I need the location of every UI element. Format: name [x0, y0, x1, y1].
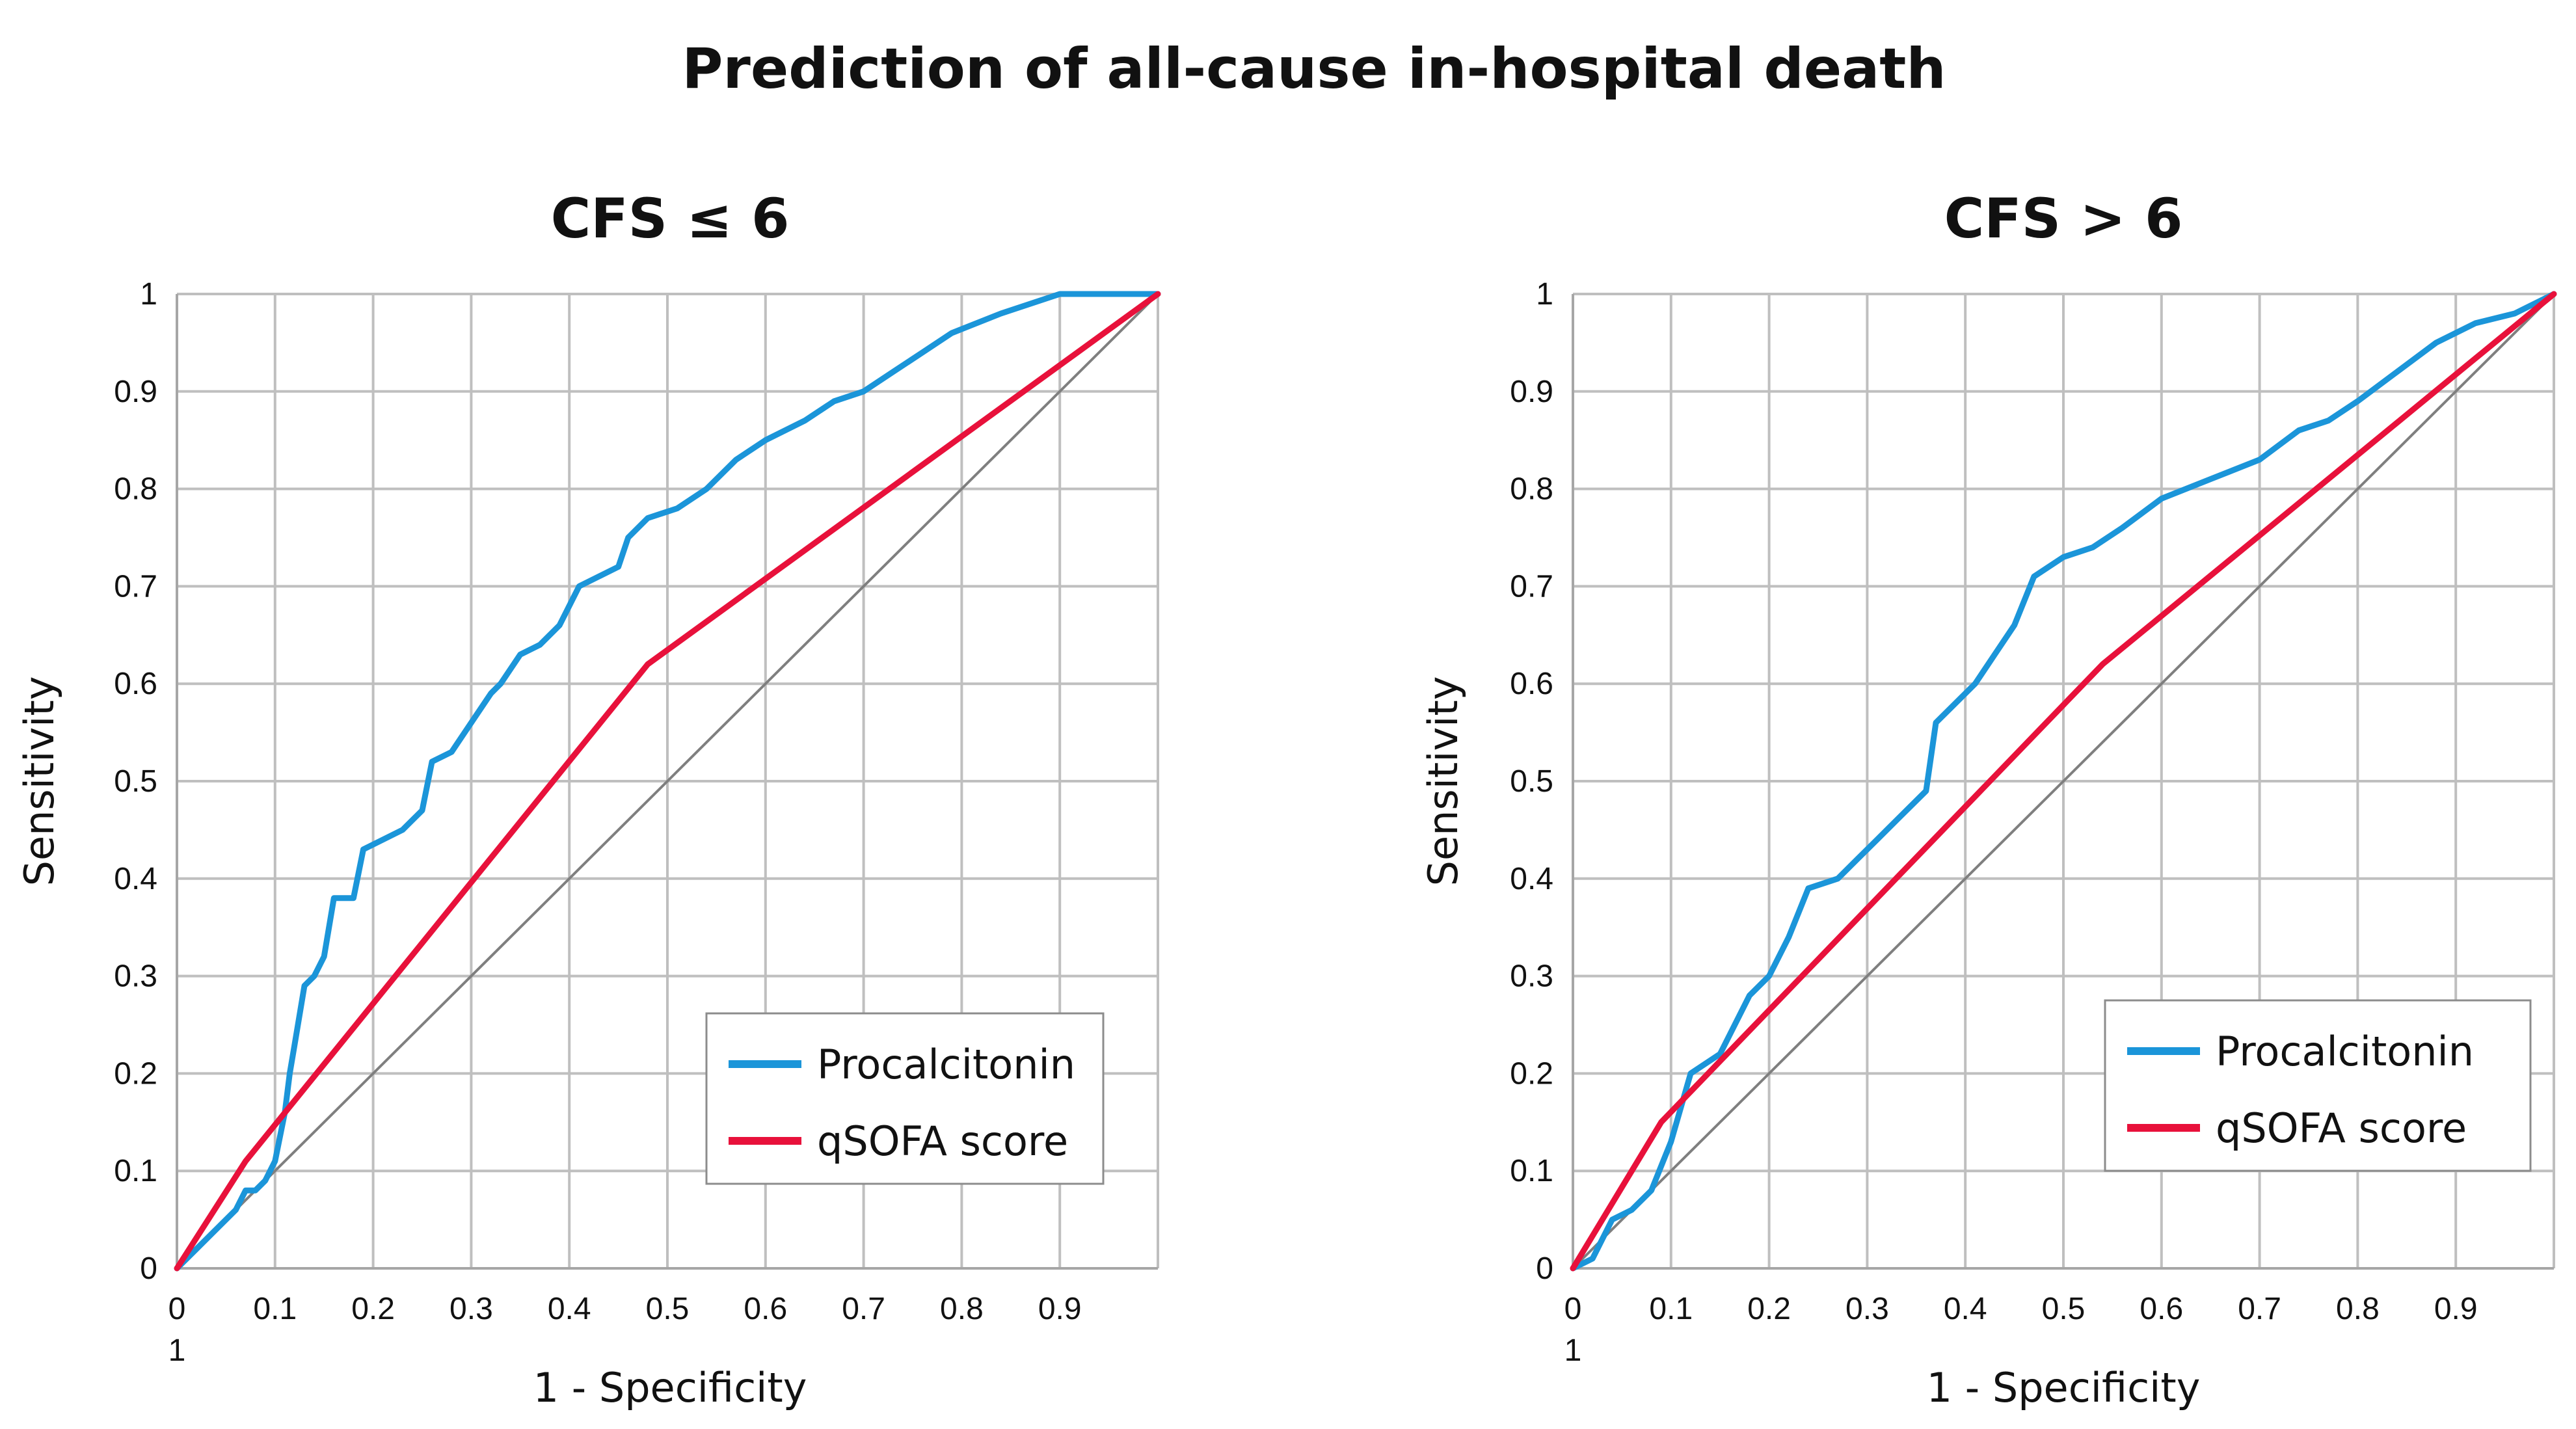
y-axis-label: Sensitivity	[16, 676, 63, 887]
x-tick-label: 0.6	[2140, 1292, 2183, 1326]
panel-title: CFS > 6	[1944, 187, 2183, 250]
legend-label: qSOFA score	[817, 1117, 1068, 1165]
series-line-procalcitonin	[174, 291, 1161, 1272]
y-tick-label: 0.4	[114, 862, 157, 896]
y-tick-label: 0.9	[1510, 375, 1553, 409]
legend-label: Procalcitonin	[2216, 1028, 2474, 1075]
x-tick-label: 0.3	[1845, 1292, 1889, 1326]
legend-box	[2104, 999, 2532, 1172]
legend-label: Procalcitonin	[817, 1041, 1075, 1088]
figure-title: Prediction of all-cause in-hospital deat…	[682, 36, 1946, 101]
x-tick-label: 0.4	[548, 1292, 591, 1326]
legend-box	[705, 1012, 1105, 1185]
y-tick-label: 1	[1536, 277, 1553, 312]
y-tick-label: 0.5	[1510, 764, 1553, 799]
y-tick-label: 0.4	[1510, 862, 1553, 896]
panel-title: CFS ≤ 6	[551, 187, 790, 250]
y-tick-label: 1	[140, 277, 157, 312]
legend: Procalcitonin qSOFA score	[705, 1012, 1105, 1185]
y-tick-label: 0.1	[1510, 1154, 1553, 1188]
x-tick-label: 1	[168, 1333, 186, 1368]
x-tick-label: 0.7	[2238, 1292, 2281, 1326]
x-tick-label: 0.7	[842, 1292, 885, 1326]
x-tick-label: 0.1	[253, 1292, 297, 1326]
y-tick-label: 0.6	[1510, 667, 1553, 701]
x-tick-label: 0.5	[2042, 1292, 2086, 1326]
y-tick-label: 0.8	[1510, 472, 1553, 507]
y-tick-label: 0	[140, 1251, 157, 1286]
y-axis-label: Sensitivity	[1419, 676, 1467, 887]
x-tick-label: 0.1	[1649, 1292, 1693, 1326]
y-tick-label: 0.7	[114, 569, 157, 604]
y-tick-label: 0.8	[114, 472, 157, 507]
x-axis-label: 1 - Specificity	[533, 1364, 807, 1411]
x-axis-label: 1 - Specificity	[1927, 1364, 2201, 1411]
reference-diagonal-line	[176, 293, 1159, 1270]
series-line-qsofa-score	[174, 291, 1161, 1272]
x-tick-label: 0.8	[940, 1292, 984, 1326]
reference-diagonal-line	[1572, 293, 2555, 1270]
x-tick-label: 0.9	[2434, 1292, 2478, 1326]
chart-panel-cfs-le-6: CFS ≤ 6 0 0.1 0.2 0.3 0.4 0.5 0.6 0.7 0.8 0.9 1 0 0.1…	[16, 187, 1161, 1411]
y-tick-label: 0.2	[114, 1056, 157, 1091]
y-tick-label: 0.6	[114, 667, 157, 701]
y-tick-label: 0.3	[1510, 959, 1553, 994]
y-tick-label: 0	[1536, 1251, 1553, 1286]
y-tick-label: 0.7	[1510, 569, 1553, 604]
y-tick-label: 0.3	[114, 959, 157, 994]
series-line-procalcitonin	[1570, 291, 2557, 1272]
chart-panel-cfs-gt-6: CFS > 6 0 0.1 0.2 0.3 0.4 0.5 0.6 0.7 0.8 0.9 1 0 0.1…	[1419, 187, 2557, 1411]
x-tick-label: 0.8	[2336, 1292, 2380, 1326]
x-tick-label: 0.3	[449, 1292, 493, 1326]
series-line-qsofa-score	[1570, 291, 2557, 1272]
x-tick-label: 0	[168, 1292, 186, 1326]
x-tick-label: 0.2	[351, 1292, 395, 1326]
x-tick-label: 0	[1564, 1292, 1582, 1326]
legend-label: qSOFA score	[2216, 1104, 2467, 1152]
x-tick-label: 1	[1564, 1333, 1582, 1368]
x-tick-label: 0.5	[646, 1292, 690, 1326]
y-tick-label: 0.1	[114, 1154, 157, 1188]
x-tick-label: 0.2	[1747, 1292, 1791, 1326]
y-tick-label: 0.5	[114, 764, 157, 799]
y-tick-label: 0.9	[114, 375, 157, 409]
x-tick-label: 0.6	[744, 1292, 787, 1326]
x-tick-label: 0.4	[1944, 1292, 1987, 1326]
legend: Procalcitonin qSOFA score	[2104, 999, 2532, 1172]
x-tick-label: 0.9	[1038, 1292, 1082, 1326]
y-tick-label: 0.2	[1510, 1056, 1553, 1091]
